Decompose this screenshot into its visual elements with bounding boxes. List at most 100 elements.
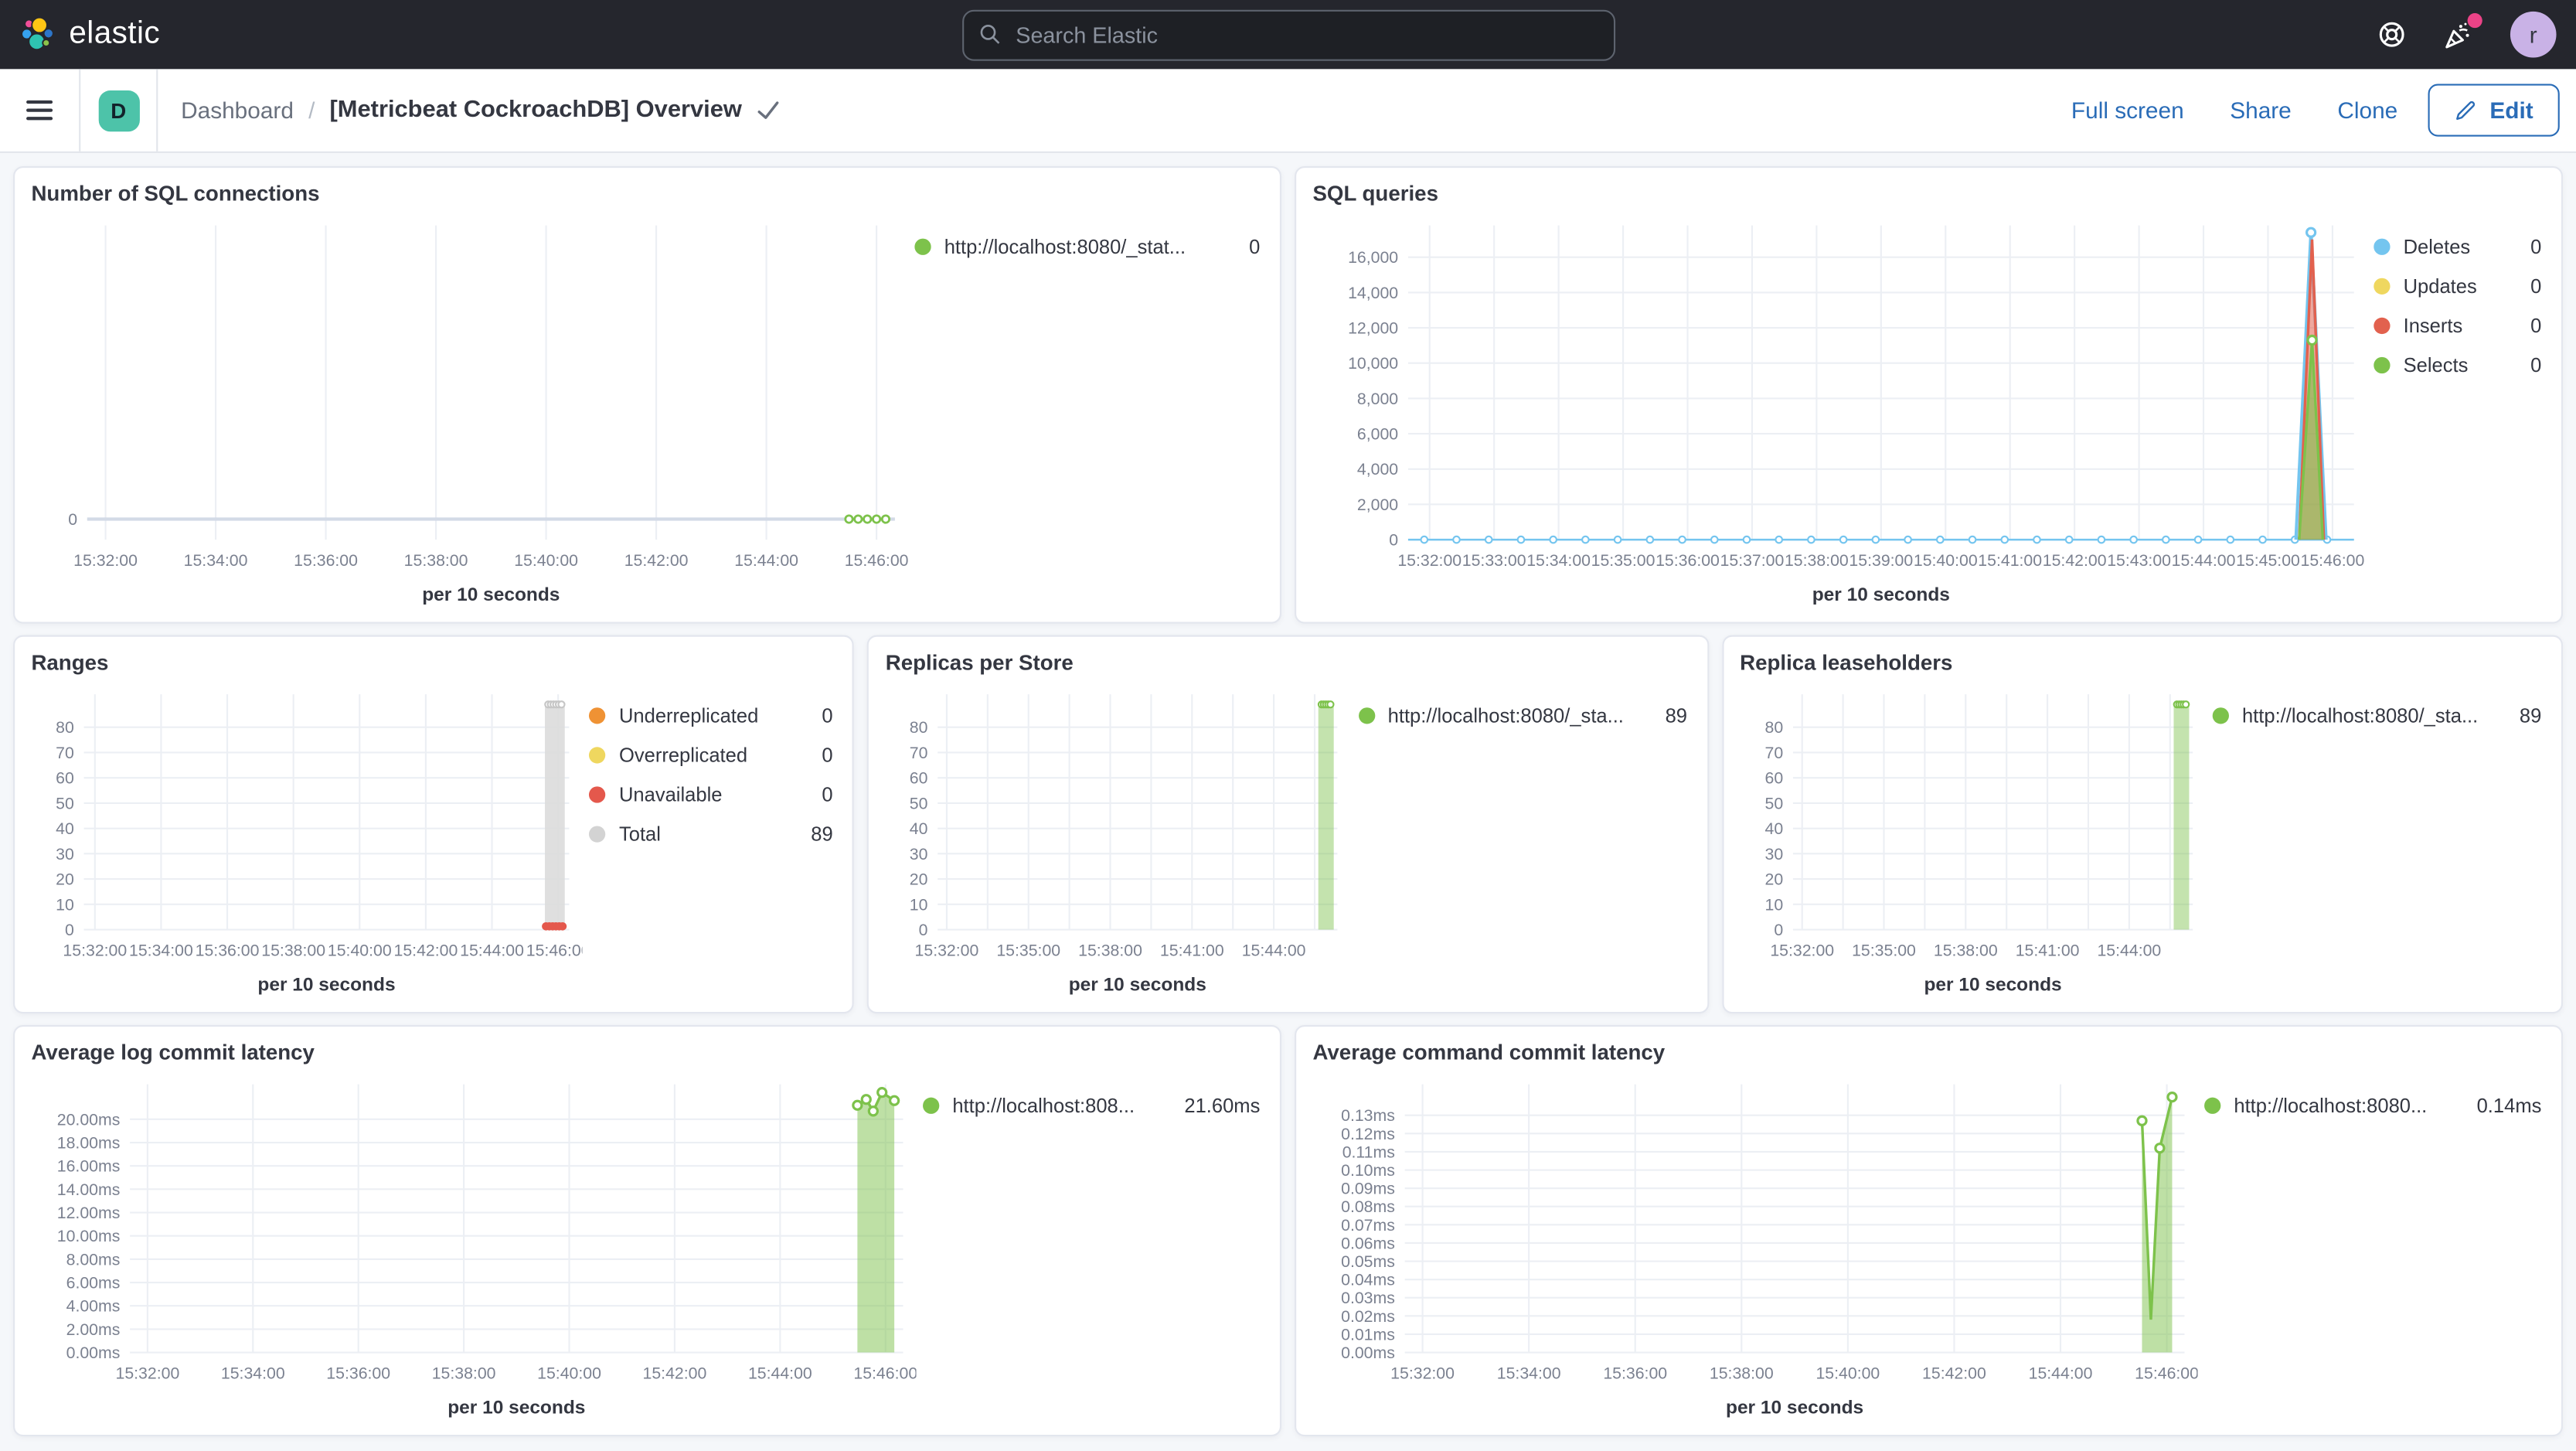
legend-item[interactable]: Inserts 0 — [2374, 315, 2541, 337]
panel-title: SQL queries — [1312, 181, 1438, 206]
notification-dot — [2467, 12, 2482, 28]
legend-item[interactable]: Updates 0 — [2374, 274, 2541, 298]
panel-avg-log-commit-latency: Average log commit latency 0.00ms 2.00ms 4… — [13, 1024, 1282, 1437]
global-search[interactable] — [961, 9, 1615, 60]
panel-ranges: Ranges 0 10 20 30 40 50 60 70 80 15:32:00 15:34:00… — [13, 635, 855, 1014]
help-button[interactable] — [2377, 20, 2407, 49]
menu-button[interactable] — [0, 69, 79, 151]
search-input[interactable] — [1012, 20, 1598, 49]
svg-text:per 10 seconds: per 10 seconds — [1812, 584, 1950, 605]
svg-text:15:36:00: 15:36:00 — [1603, 1364, 1667, 1383]
svg-text:per 10 seconds: per 10 seconds — [1069, 974, 1206, 995]
legend-item[interactable]: Overreplicated 0 — [589, 744, 833, 767]
edit-button-label: Edit — [2489, 97, 2533, 124]
svg-text:18.00ms: 18.00ms — [57, 1133, 121, 1152]
svg-text:40: 40 — [56, 819, 74, 838]
svg-text:15:35:00: 15:35:00 — [1851, 942, 1915, 960]
svg-text:15:36:00: 15:36:00 — [196, 942, 260, 960]
svg-text:15:44:00: 15:44:00 — [748, 1364, 812, 1383]
legend-item[interactable]: Selects 0 — [2374, 354, 2541, 376]
space-avatar-button[interactable]: D — [80, 69, 156, 151]
svg-text:0.08ms: 0.08ms — [1341, 1197, 1395, 1216]
full-screen-button[interactable]: Full screen — [2071, 97, 2184, 124]
legend-series-dot — [914, 238, 931, 255]
svg-text:0: 0 — [1389, 531, 1398, 550]
legend-series-label: Overreplicated — [618, 744, 748, 767]
elastic-logo[interactable]: elastic — [20, 16, 382, 53]
chart-legend: Underreplicated 0 Overreplicated 0 Unavailab… — [583, 678, 836, 1006]
legend-item[interactable]: Deletes 0 — [2374, 235, 2541, 258]
legend-item[interactable]: http://localhost:8080/_stat... 0 — [914, 235, 1260, 258]
svg-text:15:38:00: 15:38:00 — [1710, 1364, 1774, 1383]
panel-body: 0 2,000 4,000 6,000 8,000 10,000 12,000 14,000 1… — [1312, 209, 2544, 615]
chart-area[interactable]: 0 2,000 4,000 6,000 8,000 10,000 12,000 14,000 1… — [1312, 209, 2367, 615]
svg-text:15:40:00: 15:40:00 — [1914, 551, 1978, 570]
search-icon — [979, 25, 999, 44]
panel-body: 0 10 20 30 40 50 60 70 80 15:32:00 15:35:00 15:38:0… — [886, 678, 1690, 1006]
legend-series-dot — [589, 747, 606, 764]
svg-text:15:32:00: 15:32:00 — [115, 1364, 179, 1383]
svg-text:0.09ms: 0.09ms — [1341, 1180, 1395, 1198]
svg-text:70: 70 — [910, 744, 928, 762]
chart-area[interactable]: 0 15:32:00 15:34:00 15:36:00 15:38:00 15:40:0… — [31, 209, 908, 615]
legend-item[interactable]: Underreplicated 0 — [589, 704, 833, 727]
svg-text:15:38:00: 15:38:00 — [1079, 942, 1143, 960]
clone-button[interactable]: Clone — [2337, 97, 2398, 124]
svg-text:15:46:00: 15:46:00 — [2135, 1364, 2197, 1383]
svg-text:15:34:00: 15:34:00 — [221, 1364, 285, 1383]
breadcrumb-separator: / — [308, 97, 315, 124]
svg-text:15:34:00: 15:34:00 — [1526, 551, 1591, 570]
newsfeed-button[interactable] — [2443, 12, 2482, 49]
user-avatar[interactable]: r — [2510, 11, 2557, 58]
chart-area[interactable]: 0 10 20 30 40 50 60 70 80 15:32:00 15:35:00 15:38:0… — [886, 678, 1352, 1006]
chart-legend: http://localhost:8080/_stat... 0 — [908, 209, 1264, 615]
svg-text:15:38:00: 15:38:00 — [261, 942, 325, 960]
legend-item[interactable]: Total 89 — [589, 823, 833, 846]
brand-name: elastic — [69, 16, 161, 51]
legend-series-value: 0 — [822, 783, 833, 806]
svg-text:15:45:00: 15:45:00 — [2236, 551, 2300, 570]
svg-text:20.00ms: 20.00ms — [57, 1110, 121, 1129]
panel-body: 0 10 20 30 40 50 60 70 80 15:32:00 15:35:00 15:38:0… — [1740, 678, 2544, 1006]
panel-title: Number of SQL connections — [31, 181, 320, 206]
svg-text:10,000: 10,000 — [1348, 354, 1398, 373]
chart-area[interactable]: 0.00ms 2.00ms 4.00ms 6.00ms 8.00ms 10.00ms 12.… — [31, 1068, 917, 1428]
svg-text:15:43:00: 15:43:00 — [2107, 551, 2171, 570]
svg-text:15:34:00: 15:34:00 — [184, 551, 248, 570]
svg-text:15:42:00: 15:42:00 — [2043, 551, 2107, 570]
legend-item[interactable]: http://localhost:8080/_sta... 89 — [2212, 704, 2541, 727]
svg-text:15:40:00: 15:40:00 — [1815, 1364, 1880, 1383]
share-button[interactable]: Share — [2230, 97, 2292, 124]
chart-legend: http://localhost:808... 21.60ms — [917, 1068, 1264, 1428]
svg-text:60: 60 — [910, 769, 928, 788]
legend-series-dot — [923, 1097, 940, 1114]
svg-text:80: 80 — [1764, 718, 1783, 737]
chart-area[interactable]: 0.00ms 0.01ms 0.02ms 0.03ms 0.04ms 0.05ms 0.06… — [1312, 1068, 2198, 1428]
legend-series-label: http://localhost:8080... — [2234, 1094, 2428, 1118]
svg-text:15:38:00: 15:38:00 — [1785, 551, 1849, 570]
panel-replica-leaseholders: Replica leaseholders 0 10 20 30 40 50 60 70 80 15… — [1721, 635, 2564, 1014]
svg-text:0.04ms: 0.04ms — [1341, 1271, 1395, 1289]
edit-button[interactable]: Edit — [2427, 83, 2560, 137]
svg-text:6.00ms: 6.00ms — [66, 1273, 121, 1292]
legend-item[interactable]: http://localhost:808... 21.60ms — [923, 1094, 1260, 1117]
life-buoy-icon — [2379, 22, 2404, 47]
chart-area[interactable]: 0 10 20 30 40 50 60 70 80 15:32:00 15:35:00 15:38:0… — [1740, 678, 2206, 1006]
chart-area[interactable]: 0 10 20 30 40 50 60 70 80 15:32:00 15:34:00 15:36:0… — [31, 678, 583, 1006]
panel-body: 0.00ms 0.01ms 0.02ms 0.03ms 0.04ms 0.05ms 0.06… — [1312, 1068, 2544, 1428]
svg-text:15:41:00: 15:41:00 — [1161, 942, 1225, 960]
pencil-icon — [2455, 100, 2475, 120]
panel-title: Average command commit latency — [1312, 1040, 1666, 1065]
legend-series-value: 0 — [822, 744, 833, 767]
breadcrumb-dashboard[interactable]: Dashboard — [181, 97, 294, 124]
svg-text:20: 20 — [56, 870, 74, 889]
svg-text:20: 20 — [1764, 870, 1783, 889]
svg-text:16,000: 16,000 — [1348, 248, 1398, 267]
legend-series-label: Updates — [2403, 274, 2477, 298]
legend-item[interactable]: http://localhost:8080/_sta... 89 — [1358, 704, 1687, 727]
legend-item[interactable]: http://localhost:8080... 0.14ms — [2204, 1094, 2541, 1117]
svg-text:14.00ms: 14.00ms — [57, 1180, 121, 1199]
svg-text:15:34:00: 15:34:00 — [1497, 1364, 1561, 1383]
legend-item[interactable]: Unavailable 0 — [589, 783, 833, 806]
svg-text:4,000: 4,000 — [1357, 460, 1398, 479]
